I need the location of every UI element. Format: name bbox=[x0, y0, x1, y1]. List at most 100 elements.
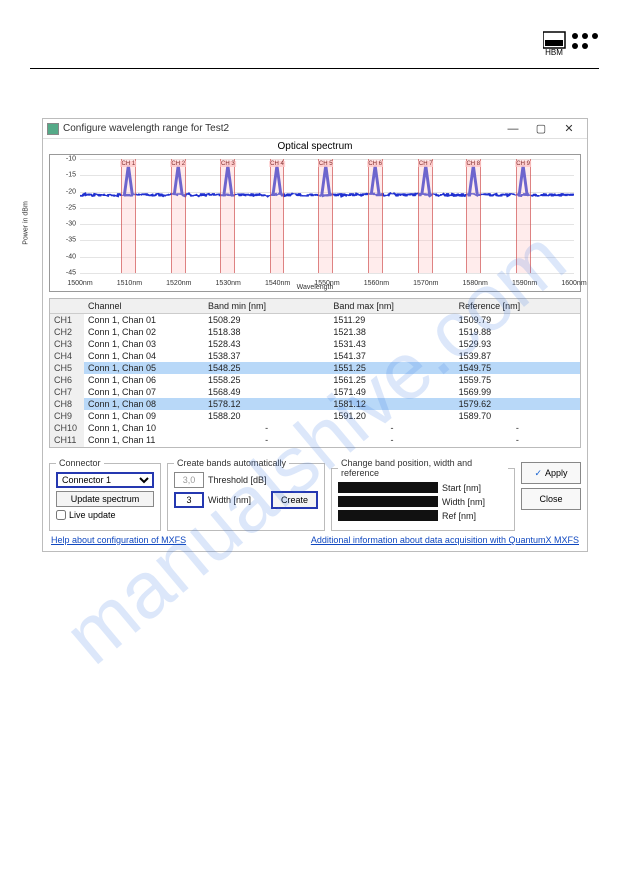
spectrum-chart[interactable]: Power in dBm -10-15-20-25-30-35-40-45150… bbox=[49, 154, 581, 292]
table-header[interactable] bbox=[50, 299, 84, 314]
table-cell: - bbox=[329, 422, 454, 434]
peak-label: CH 1 bbox=[121, 161, 137, 167]
table-row[interactable]: CH1Conn 1, Chan 011508.291511.291509.79 bbox=[50, 314, 580, 327]
table-row[interactable]: CH8Conn 1, Chan 081578.121581.121579.62 bbox=[50, 398, 580, 410]
x-tick: 1600nm bbox=[561, 280, 586, 287]
connector-fieldset: Connector Connector 1 Update spectrum Li… bbox=[49, 458, 161, 531]
table-header[interactable]: Reference [nm] bbox=[455, 299, 580, 314]
table-cell: - bbox=[204, 434, 329, 446]
table-cell: Conn 1, Chan 11 bbox=[84, 434, 204, 446]
y-tick: -15 bbox=[54, 172, 76, 179]
peak-label: CH 3 bbox=[220, 161, 236, 167]
table-cell: 1579.62 bbox=[455, 398, 580, 410]
table-row[interactable]: CH9Conn 1, Chan 091588.201591.201589.70 bbox=[50, 410, 580, 422]
width-input[interactable] bbox=[174, 492, 204, 508]
ref-input[interactable] bbox=[338, 510, 438, 521]
additional-info-link[interactable]: Additional information about data acquis… bbox=[311, 535, 579, 545]
table-cell: - bbox=[329, 446, 454, 448]
table-cell: Conn 1, Chan 02 bbox=[84, 326, 204, 338]
table-row[interactable]: CH5Conn 1, Chan 051548.251551.251549.75 bbox=[50, 362, 580, 374]
table-cell: 1561.25 bbox=[329, 374, 454, 386]
table-row[interactable]: CH2Conn 1, Chan 021518.381521.381519.88 bbox=[50, 326, 580, 338]
band-marker[interactable] bbox=[516, 159, 531, 273]
band-marker[interactable] bbox=[466, 159, 481, 273]
table-cell: 1569.99 bbox=[455, 386, 580, 398]
y-axis-label: Power in dBm bbox=[23, 201, 30, 245]
apply-button[interactable]: ✓ Apply bbox=[521, 462, 581, 484]
peak-label: CH 6 bbox=[367, 161, 383, 167]
table-cell: 1531.43 bbox=[329, 338, 454, 350]
row-header: CH8 bbox=[50, 398, 84, 410]
row-header: CH5 bbox=[50, 362, 84, 374]
create-bands-button[interactable]: Create bbox=[271, 491, 318, 509]
table-cell: 1558.25 bbox=[204, 374, 329, 386]
bandwidth-input[interactable] bbox=[338, 496, 438, 507]
y-tick: -10 bbox=[54, 156, 76, 163]
threshold-label: Threshold [dB] bbox=[208, 475, 267, 485]
y-tick: -30 bbox=[54, 221, 76, 228]
close-label: Close bbox=[539, 494, 562, 504]
table-cell: Conn 1, Chan 06 bbox=[84, 374, 204, 386]
table-cell: Conn 1, Chan 03 bbox=[84, 338, 204, 350]
x-tick: 1540nm bbox=[265, 280, 290, 287]
live-update-input[interactable] bbox=[56, 510, 66, 520]
table-row[interactable]: CH7Conn 1, Chan 071568.491571.491569.99 bbox=[50, 386, 580, 398]
table-cell: Conn 1, Chan 08 bbox=[84, 398, 204, 410]
help-link[interactable]: Help about configuration of MXFS bbox=[51, 535, 186, 545]
table-header[interactable]: Band max [nm] bbox=[329, 299, 454, 314]
maximize-button[interactable]: ▢ bbox=[527, 122, 555, 135]
table-cell: - bbox=[455, 446, 580, 448]
y-tick: -20 bbox=[54, 188, 76, 195]
table-cell: 1539.87 bbox=[455, 350, 580, 362]
table-cell: 1508.29 bbox=[204, 314, 329, 327]
update-spectrum-button[interactable]: Update spectrum bbox=[56, 491, 154, 507]
band-marker[interactable] bbox=[318, 159, 333, 273]
table-row[interactable]: CH11Conn 1, Chan 11--- bbox=[50, 434, 580, 446]
table-header[interactable]: Channel bbox=[84, 299, 204, 314]
live-update-label: Live update bbox=[69, 510, 116, 520]
close-button[interactable]: Close bbox=[521, 488, 581, 510]
start-input[interactable] bbox=[338, 482, 438, 493]
start-label: Start [nm] bbox=[442, 483, 481, 493]
table-row[interactable]: CH4Conn 1, Chan 041538.371541.371539.87 bbox=[50, 350, 580, 362]
table-header[interactable]: Band min [nm] bbox=[204, 299, 329, 314]
channel-table[interactable]: ChannelBand min [nm]Band max [nm]Referen… bbox=[49, 298, 581, 448]
window-icon bbox=[47, 123, 59, 135]
close-window-button[interactable]: ✕ bbox=[555, 122, 583, 135]
x-tick: 1510nm bbox=[117, 280, 142, 287]
table-cell: Conn 1, Chan 04 bbox=[84, 350, 204, 362]
band-marker[interactable] bbox=[171, 159, 186, 273]
table-row[interactable]: CH10Conn 1, Chan 10--- bbox=[50, 422, 580, 434]
table-cell: 1571.49 bbox=[329, 386, 454, 398]
bands-legend: Create bands automatically bbox=[174, 458, 289, 468]
y-tick: -35 bbox=[54, 237, 76, 244]
row-header: CH1 bbox=[50, 314, 84, 327]
table-cell: 1548.25 bbox=[204, 362, 329, 374]
peak-label: CH 2 bbox=[170, 161, 186, 167]
band-marker[interactable] bbox=[368, 159, 383, 273]
bands-fieldset: Create bands automatically Threshold [dB… bbox=[167, 458, 325, 531]
table-cell: 1509.79 bbox=[455, 314, 580, 327]
row-header: CH12 bbox=[50, 446, 84, 448]
page-logo: HBM bbox=[543, 30, 599, 56]
band-marker[interactable] bbox=[418, 159, 433, 273]
band-marker[interactable] bbox=[220, 159, 235, 273]
table-cell: - bbox=[204, 422, 329, 434]
table-row[interactable]: CH12Conn 1, Chan 12--- bbox=[50, 446, 580, 448]
table-row[interactable]: CH3Conn 1, Chan 031528.431531.431529.93 bbox=[50, 338, 580, 350]
band-marker[interactable] bbox=[121, 159, 136, 273]
minimize-button[interactable]: — bbox=[499, 123, 527, 135]
page-divider bbox=[30, 68, 599, 69]
connector-select[interactable]: Connector 1 bbox=[56, 472, 154, 488]
table-cell: Conn 1, Chan 12 bbox=[84, 446, 204, 448]
table-cell: 1591.20 bbox=[329, 410, 454, 422]
live-update-checkbox[interactable]: Live update bbox=[56, 510, 154, 520]
table-cell: Conn 1, Chan 10 bbox=[84, 422, 204, 434]
table-cell: - bbox=[455, 434, 580, 446]
change-band-fieldset: Change band position, width and referenc… bbox=[331, 458, 515, 531]
table-cell: - bbox=[204, 446, 329, 448]
x-axis-label: Wavelength bbox=[297, 284, 334, 291]
row-header: CH6 bbox=[50, 374, 84, 386]
band-marker[interactable] bbox=[270, 159, 285, 273]
table-row[interactable]: CH6Conn 1, Chan 061558.251561.251559.75 bbox=[50, 374, 580, 386]
